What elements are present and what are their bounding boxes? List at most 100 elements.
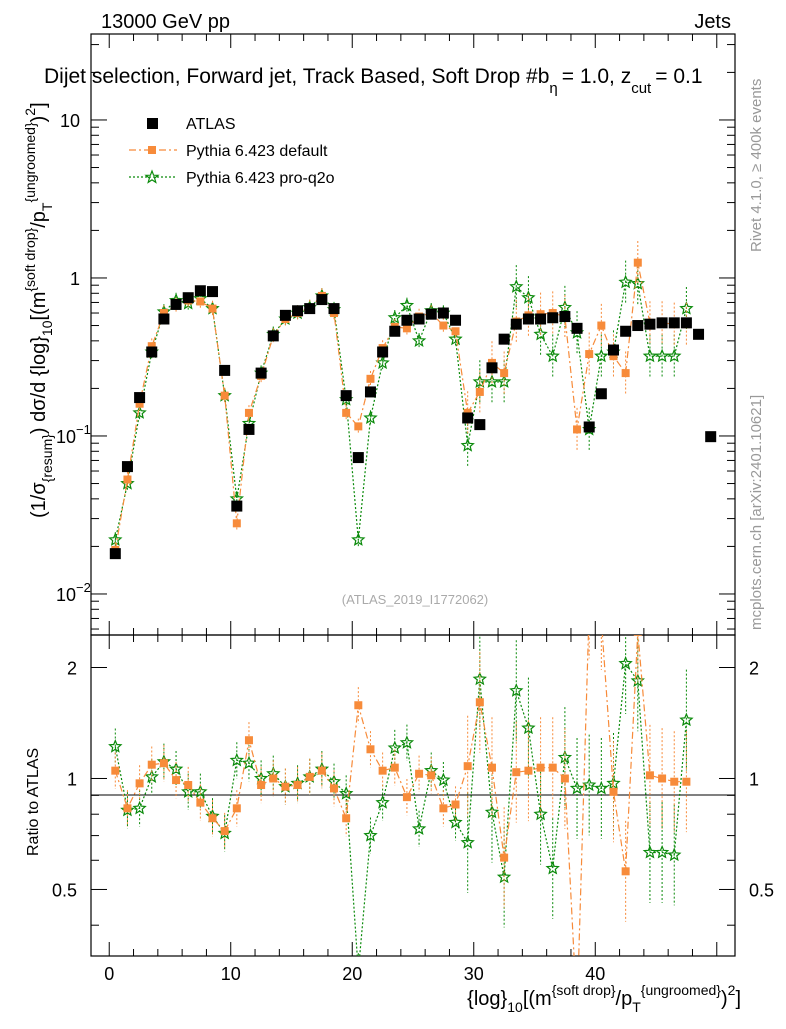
ratio-default-point (196, 798, 205, 807)
ratio-pro-q2o-point (509, 683, 524, 697)
pro-q2o-point (666, 348, 682, 363)
energy-label: 13000 GeV pp (101, 11, 230, 33)
default-point (135, 399, 144, 408)
atlas-point (510, 318, 522, 330)
ratio-default-point (621, 867, 630, 876)
atlas-point (121, 461, 133, 473)
ratio-y-tick-label-2: 2 (67, 658, 77, 678)
atlas-point (486, 362, 498, 374)
ratio-series-group (108, 604, 694, 1018)
atlas-point (632, 320, 644, 332)
atlas-point (583, 421, 595, 433)
atlas-point (316, 294, 328, 306)
ratio-default-point (573, 1010, 581, 1018)
default-point (609, 352, 618, 361)
ratio-pro-q2o-point (545, 860, 560, 875)
ratio-y-tick-label-1: 1 (67, 769, 77, 789)
ratio-default-point (123, 804, 132, 813)
pro-q2o-point (120, 475, 135, 490)
pro-q2o-point (484, 374, 500, 388)
ratio-pro-q2o-line (114, 661, 687, 956)
ratio-pro-q2o-point (132, 800, 147, 815)
ratio-default-point (269, 774, 278, 783)
atlas-point (413, 313, 425, 325)
legend-marker-atlas (147, 118, 158, 129)
ratio-default-point (257, 781, 266, 790)
ratio-default-point (597, 615, 605, 623)
pro-q2o-point (654, 348, 670, 363)
ratio-pro-q2o-point (181, 784, 196, 798)
x-tick-label-40: 40 (585, 964, 605, 984)
default-point (220, 391, 229, 400)
ratio-default-point (670, 777, 679, 786)
ratio-y-axis-label: Ratio to ATLAS (25, 748, 42, 856)
ratio-default-point (560, 774, 569, 783)
atlas-point (158, 313, 170, 325)
ratio-default-point (305, 772, 314, 781)
ratio-pro-q2o-point (217, 825, 232, 840)
atlas-point (595, 388, 607, 400)
default-point (573, 425, 582, 434)
atlas-point (656, 317, 668, 329)
legend-label-pro-q2o: Pythia 6.423 pro-q2o (186, 170, 335, 187)
legend-marker-pro-q2o (144, 169, 160, 184)
ratio-pro-q2o-point (448, 814, 463, 829)
ratio-default-point (548, 763, 557, 772)
ratio-default-point (184, 781, 193, 790)
ratio-pro-q2o-point (399, 735, 415, 749)
atlas-point (693, 328, 705, 340)
ratio-pro-q2o-point (521, 720, 536, 735)
ratio-default-point (585, 604, 593, 612)
atlas-point (474, 419, 486, 431)
ratio-pro-q2o-point (679, 712, 694, 727)
default-line (114, 262, 687, 551)
pro-q2o-point (448, 331, 463, 346)
atlas-point (231, 500, 243, 512)
y-tick-label-10: 10 (60, 111, 80, 131)
legend-label-atlas: ATLAS (186, 116, 236, 133)
ratio-pro-q2o-point (582, 777, 597, 792)
y-tick-label-0.01: 10−2 (56, 580, 91, 605)
ratio-default-point (487, 763, 496, 772)
atlas-point (607, 344, 619, 356)
rivet-version-label: Rivet 4.1.0, ≥ 400k events (748, 79, 765, 252)
ratio-default-point (682, 777, 691, 786)
ratio-pro-q2o-point (411, 821, 427, 835)
default-point (633, 258, 642, 267)
x-tick-label-30: 30 (464, 964, 484, 984)
ratio-default-point (172, 776, 181, 785)
ratio-pro-q2o-point (193, 784, 208, 799)
atlas-point (668, 317, 680, 329)
legend-label-default: Pythia 6.423 default (186, 143, 328, 160)
default-point (402, 324, 411, 333)
ratio-default-point (208, 814, 217, 823)
atlas-point (170, 298, 182, 310)
main-y-axis-label: (1/σ{resum}) dσ/d {log}10[(m{soft drop}/… (22, 102, 55, 518)
atlas-point (364, 386, 376, 398)
pro-q2o-line (114, 281, 687, 541)
ratio-default-point (378, 766, 387, 775)
ratio-default-point (111, 766, 120, 775)
ratio-pro-q2o-point (229, 752, 244, 767)
pro-q2o-point (618, 274, 633, 289)
ratio-default-point (159, 759, 168, 768)
atlas-point (425, 308, 437, 320)
atlas-point (146, 346, 158, 358)
default-point (354, 422, 363, 431)
default-point (585, 350, 594, 359)
ratio-default-point (500, 853, 509, 862)
atlas-point (292, 305, 304, 317)
default-point (232, 519, 241, 528)
atlas-point (109, 548, 121, 560)
default-point (366, 374, 375, 383)
atlas-point (705, 431, 717, 443)
ratio-default-point (609, 787, 618, 796)
ratio-pro-q2o-point (363, 828, 378, 842)
ratio-pro-q2o-point (241, 755, 257, 770)
atlas-point (194, 285, 206, 297)
pro-q2o-point (545, 348, 560, 363)
default-point (123, 475, 132, 484)
ratio-pro-q2o-point (642, 844, 658, 859)
ratio-default-point (415, 769, 424, 778)
